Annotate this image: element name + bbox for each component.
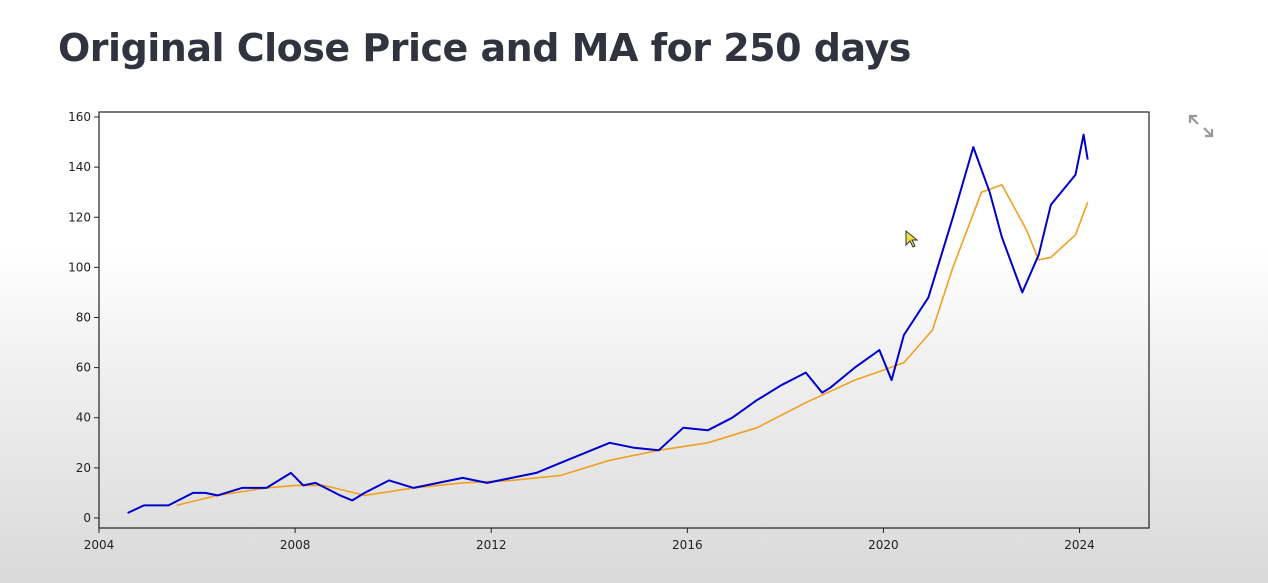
x-tick-label: 2008 <box>280 538 311 552</box>
x-tick-label: 2012 <box>476 538 507 552</box>
y-axis: 0 20 40 60 80 100 120 140 160 <box>68 110 99 525</box>
x-tick-label: 2020 <box>868 538 899 552</box>
mouse-pointer-icon <box>905 229 919 248</box>
series-layer <box>127 133 1089 514</box>
y-tick-label: 140 <box>68 160 91 174</box>
y-tick-label: 20 <box>76 461 91 475</box>
fullscreen-button[interactable] <box>1186 112 1216 140</box>
x-tick-label: 2024 <box>1064 538 1095 552</box>
series-line-ma-250 <box>176 183 1089 507</box>
x-tick-label: 2016 <box>672 538 703 552</box>
x-tick-label: 2004 <box>84 538 115 552</box>
y-tick-label: 0 <box>83 511 91 525</box>
expand-arrows-icon <box>1188 114 1214 138</box>
series-line-close-price <box>127 133 1089 514</box>
x-axis: 2004 2008 2012 2016 2020 2024 <box>84 528 1095 552</box>
y-tick-label: 160 <box>68 110 91 124</box>
y-tick-label: 40 <box>76 411 91 425</box>
plot-area <box>98 111 1150 529</box>
page-title: Original Close Price and MA for 250 days <box>58 26 911 70</box>
y-tick-label: 100 <box>68 260 91 274</box>
y-tick-label: 80 <box>76 310 91 324</box>
y-tick-label: 60 <box>76 361 91 375</box>
y-tick-label: 120 <box>68 210 91 224</box>
